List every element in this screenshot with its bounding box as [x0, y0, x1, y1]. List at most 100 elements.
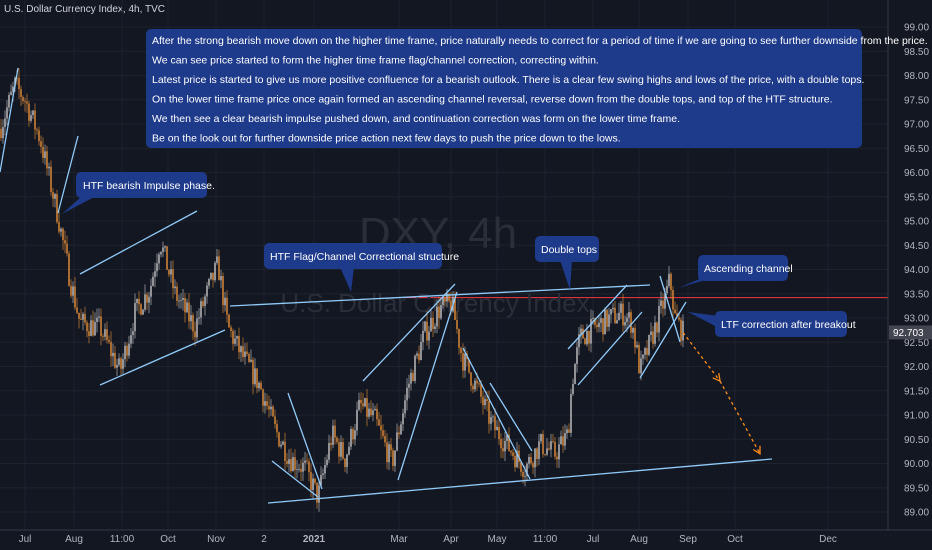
candle-body	[214, 262, 216, 281]
price-axis[interactable]: 99.00 98.50 98.00 97.50 97.00 96.50 96.00 95.50…	[887, 0, 932, 550]
candle-body	[266, 401, 268, 407]
candle-body	[470, 372, 472, 386]
candle-body	[68, 253, 70, 286]
trend-line[interactable]	[577, 311, 643, 386]
candle-body	[546, 448, 548, 455]
trend-line[interactable]	[229, 284, 651, 307]
candle-body	[674, 309, 676, 314]
candle-body	[400, 424, 402, 435]
trend-line[interactable]	[271, 460, 319, 498]
candle-body	[196, 318, 198, 338]
trend-line[interactable]	[362, 283, 456, 382]
candle-body	[494, 416, 496, 431]
candle-body	[312, 478, 314, 490]
double-tops-note[interactable]	[535, 236, 599, 262]
trend-line[interactable]	[79, 210, 198, 275]
candle-body	[612, 307, 614, 310]
candle-body	[386, 442, 388, 463]
candle-body	[498, 426, 500, 440]
candle-body	[150, 285, 152, 297]
impulse-note-pointer	[62, 196, 96, 214]
candle-body	[40, 141, 42, 147]
candle-body	[66, 243, 68, 254]
candle-body	[230, 327, 232, 332]
candle-body	[124, 345, 126, 360]
candle-body	[560, 436, 562, 445]
candle-body	[182, 298, 184, 300]
trend-line[interactable]	[99, 329, 226, 386]
summary-note-line: We then see a clear bearish impulse push…	[152, 113, 680, 125]
last-price-label: 92.703	[893, 328, 924, 339]
candle-body	[660, 300, 662, 306]
price-tick-label: 98.00	[904, 71, 929, 82]
candle-body	[592, 318, 594, 320]
time-tick-label: Jul	[19, 534, 32, 545]
candle-body	[372, 410, 374, 416]
candle-body	[330, 442, 332, 445]
candle-body	[514, 455, 516, 468]
candles	[0, 68, 684, 512]
candle-body	[96, 317, 98, 322]
candle-body	[512, 452, 514, 456]
ltf-note[interactable]	[715, 311, 847, 337]
candle-body	[160, 251, 162, 255]
candle-body	[116, 364, 118, 368]
time-tick-label: May	[488, 534, 507, 545]
candle-body	[288, 459, 290, 464]
candle-body	[28, 103, 30, 121]
trend-line[interactable]	[462, 347, 531, 480]
candle-body	[250, 359, 252, 362]
projection-arrowhead	[752, 445, 761, 455]
time-tick-label: Jul	[587, 534, 600, 545]
annotations[interactable]: After the strong bearish move down on th…	[62, 29, 928, 337]
ascending-note[interactable]	[698, 255, 788, 281]
candle-body	[270, 406, 272, 410]
candle-body	[4, 118, 6, 128]
candle-body	[100, 316, 102, 336]
candle-body	[134, 303, 136, 332]
candle-body	[578, 334, 580, 348]
trend-line[interactable]	[267, 458, 773, 504]
impulse-note[interactable]	[76, 172, 207, 198]
candle-body	[506, 434, 508, 442]
candle-body	[406, 387, 408, 401]
trend-line[interactable]	[489, 382, 533, 452]
summary-note[interactable]	[146, 29, 862, 148]
candle-body	[416, 353, 418, 356]
candle-body	[568, 429, 570, 433]
trend-line[interactable]	[397, 291, 458, 481]
candle-body	[248, 353, 250, 362]
candle-body	[90, 320, 92, 336]
candle-body	[680, 319, 682, 341]
candle-body	[310, 472, 312, 490]
candle-body	[148, 296, 150, 303]
candle-body	[168, 269, 170, 275]
candle-body	[388, 444, 390, 463]
candle-body	[316, 482, 318, 503]
time-tick-label: Nov	[207, 534, 225, 545]
candle-body	[604, 309, 606, 335]
candle-body	[258, 382, 260, 389]
candle-body	[656, 322, 658, 333]
trend-line[interactable]	[0, 67, 19, 173]
candle-body	[108, 340, 110, 342]
trend-line[interactable]	[639, 301, 687, 379]
trend-line[interactable]	[57, 135, 79, 214]
candle-body	[318, 485, 320, 503]
candle-body	[342, 442, 344, 459]
time-axis[interactable]: Jul Aug 11:00 Oct Nov 2 2021 Mar Apr May 11:00 Jul A…	[0, 529, 932, 545]
trend-line[interactable]	[567, 284, 628, 350]
trend-line[interactable]	[287, 392, 323, 490]
candle-body	[678, 317, 680, 320]
candle-body	[16, 77, 18, 79]
flag-note[interactable]	[264, 243, 442, 269]
candle-body	[162, 247, 164, 252]
candle-body	[284, 441, 286, 462]
candle-body	[178, 300, 180, 302]
candle-body	[666, 285, 668, 294]
candle-body	[434, 326, 436, 329]
trend-line[interactable]	[659, 275, 681, 343]
candle-body	[676, 313, 678, 318]
candle-body	[202, 301, 204, 307]
